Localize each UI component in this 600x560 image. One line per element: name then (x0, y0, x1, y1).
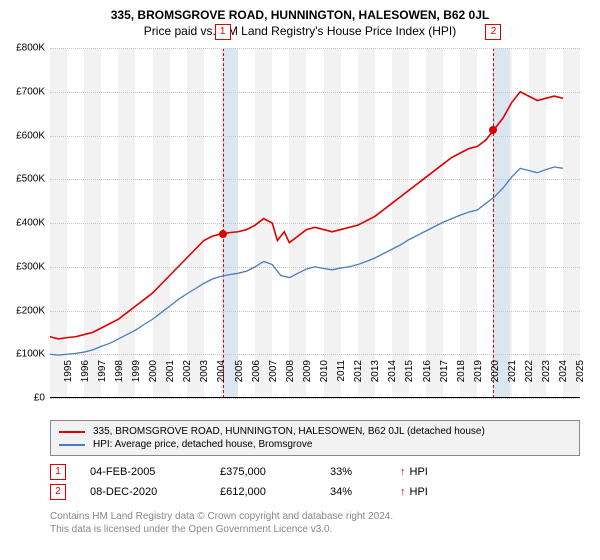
up-arrow-icon: ↑ (400, 466, 406, 478)
x-axis-label: 2008 (285, 360, 296, 400)
attribution-line-2: This data is licensed under the Open Gov… (50, 523, 393, 536)
up-arrow-icon: ↑ (400, 486, 406, 498)
x-axis-label: 1995 (63, 360, 74, 400)
y-axis-label: £800K (0, 43, 45, 54)
sales-table: 1 04-FEB-2005£375,00033%↑ HPI 2 08-DEC-2020£… (50, 462, 428, 502)
legend-label: 335, BROMSGROVE ROAD, HUNNINGTON, HALESO… (93, 426, 485, 437)
chart-lines-svg (50, 48, 580, 398)
x-axis-label: 2021 (507, 360, 518, 400)
sale-suffix: HPI (410, 466, 428, 478)
chart-container: 335, BROMSGROVE ROAD, HUNNINGTON, HALESO… (0, 0, 600, 560)
y-axis-label: £400K (0, 218, 45, 229)
x-axis-label: 2010 (319, 360, 330, 400)
chart-subtitle: Price paid vs. HM Land Registry's House … (0, 22, 600, 38)
y-axis-label: £500K (0, 174, 45, 185)
y-axis-label: £700K (0, 86, 45, 97)
sale-row: 2 08-DEC-2020£612,00034%↑ HPI (50, 482, 428, 502)
x-axis-label: 2019 (473, 360, 484, 400)
sale-pct: 33% (330, 466, 400, 478)
y-axis-label: £0 (0, 393, 45, 404)
sale-row: 1 04-FEB-2005£375,00033%↑ HPI (50, 462, 428, 482)
x-axis-label: 2022 (524, 360, 535, 400)
sale-point (489, 126, 497, 134)
x-axis-label: 2001 (165, 360, 176, 400)
x-axis-label: 1996 (80, 360, 91, 400)
x-axis-label: 2014 (387, 360, 398, 400)
x-axis-label: 2015 (404, 360, 415, 400)
y-axis-label: £600K (0, 130, 45, 141)
sale-price: £612,000 (220, 486, 330, 498)
sale-price: £375,000 (220, 466, 330, 478)
y-axis-label: £100K (0, 349, 45, 360)
y-axis-label: £300K (0, 261, 45, 272)
sale-suffix: HPI (410, 486, 428, 498)
x-axis-label: 2002 (182, 360, 193, 400)
x-axis-label: 2018 (456, 360, 467, 400)
chart-legend: 335, BROMSGROVE ROAD, HUNNINGTON, HALESO… (50, 420, 580, 456)
x-axis-label: 2024 (558, 360, 569, 400)
marker-label: 1 (215, 24, 231, 40)
sale-point (219, 230, 227, 238)
legend-item: HPI: Average price, detached house, Brom… (59, 438, 571, 451)
series-subject (50, 92, 563, 339)
x-axis-label: 2023 (541, 360, 552, 400)
chart-plot-area: 12£0£100K£200K£300K£400K£500K£600K£700K£… (50, 48, 580, 398)
sale-index: 2 (50, 484, 66, 500)
x-axis-label: 2003 (199, 360, 210, 400)
sale-date: 08-DEC-2020 (90, 486, 220, 498)
x-axis-label: 2005 (234, 360, 245, 400)
x-axis-label: 2007 (268, 360, 279, 400)
x-axis-label: 2020 (490, 360, 501, 400)
x-axis-label: 2017 (439, 360, 450, 400)
legend-label: HPI: Average price, detached house, Brom… (93, 439, 312, 450)
x-axis-label: 2011 (336, 360, 347, 400)
chart-title: 335, BROMSGROVE ROAD, HUNNINGTON, HALESO… (0, 0, 600, 22)
marker-label: 2 (485, 24, 501, 40)
x-axis-label: 2004 (216, 360, 227, 400)
attribution-line-1: Contains HM Land Registry data © Crown c… (50, 510, 393, 523)
x-axis-label: 2006 (251, 360, 262, 400)
x-axis-label: 2012 (353, 360, 364, 400)
sale-pct: 34% (330, 486, 400, 498)
sale-index: 1 (50, 464, 66, 480)
x-axis-label: 2000 (148, 360, 159, 400)
x-axis-label: 1998 (114, 360, 125, 400)
sale-date: 04-FEB-2005 (90, 466, 220, 478)
legend-swatch (59, 431, 85, 433)
y-axis-label: £200K (0, 305, 45, 316)
x-axis-label: 2016 (422, 360, 433, 400)
x-axis-label: 2013 (370, 360, 381, 400)
x-axis-label: 2009 (302, 360, 313, 400)
x-axis-label: 1999 (131, 360, 142, 400)
legend-swatch (59, 444, 85, 446)
x-axis-label: 2025 (575, 360, 586, 400)
attribution-text: Contains HM Land Registry data © Crown c… (50, 510, 393, 536)
legend-item: 335, BROMSGROVE ROAD, HUNNINGTON, HALESO… (59, 425, 571, 438)
series-hpi (50, 167, 563, 355)
x-axis-label: 1997 (97, 360, 108, 400)
